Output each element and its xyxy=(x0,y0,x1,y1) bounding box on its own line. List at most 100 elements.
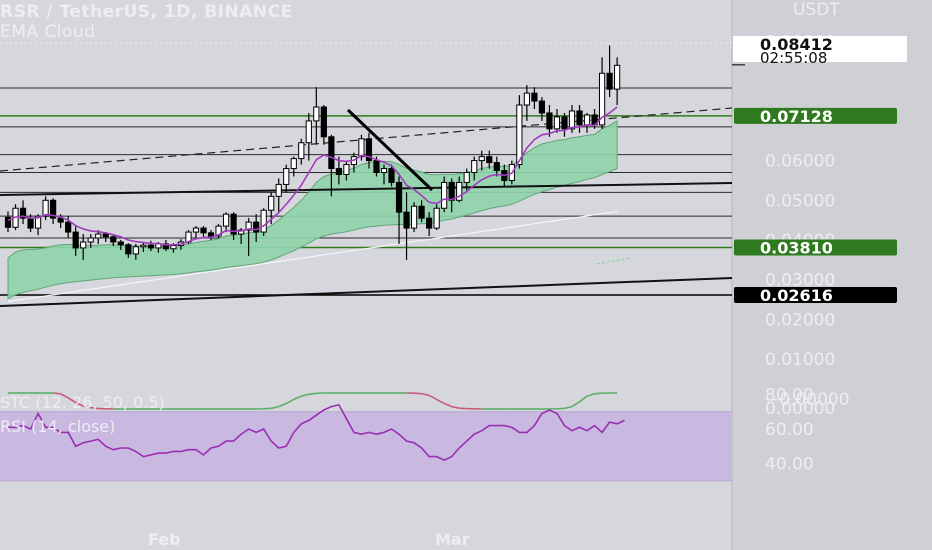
candle-up xyxy=(516,104,523,166)
candle-up xyxy=(343,164,350,175)
chart-header: RSR / TetherUS, 1D, BINANCE EMA Cloud xyxy=(0,2,293,42)
fast-ema-line xyxy=(7,106,618,246)
candle-down xyxy=(162,243,170,250)
stc-segment xyxy=(60,393,69,399)
candle-up xyxy=(170,245,177,250)
candle-down xyxy=(65,221,72,233)
stc-segment xyxy=(301,393,309,397)
stc-segment xyxy=(579,395,588,403)
candle-up xyxy=(268,195,275,211)
candle-down xyxy=(373,160,380,174)
candle-up xyxy=(380,168,388,174)
candle-up xyxy=(441,181,448,209)
candle-down xyxy=(395,181,403,213)
candle-down xyxy=(328,136,335,170)
price-axis-tick: 0.02000 xyxy=(765,310,835,330)
candle-down xyxy=(606,72,613,90)
level-green-upper-label: 0.07128 xyxy=(760,107,833,126)
stc-axis-tick: 0.00000 xyxy=(765,399,835,419)
rsi-label: RSI (14, close) xyxy=(0,417,115,436)
stc-segment xyxy=(443,402,452,408)
candle-down xyxy=(19,207,27,219)
candle-up xyxy=(80,241,87,249)
candle-up xyxy=(358,138,365,158)
price-axis-tick: 0.06000 xyxy=(765,152,835,172)
price-axis-tick: 0.05000 xyxy=(765,191,835,211)
candle-up xyxy=(583,114,591,126)
candle-down xyxy=(365,138,373,162)
candle-up xyxy=(95,233,102,239)
green-dash-mark xyxy=(596,257,631,265)
candle-down xyxy=(493,162,500,172)
stc-segment xyxy=(293,395,302,401)
candle-up xyxy=(192,227,200,233)
currency-label: USDT xyxy=(793,0,840,20)
candle-up xyxy=(410,205,418,229)
candle-down xyxy=(403,211,410,229)
candle-down xyxy=(546,112,553,130)
candle-down xyxy=(426,217,433,229)
candle-down xyxy=(320,106,327,138)
stc-segment xyxy=(421,392,430,397)
candle-up xyxy=(433,207,440,229)
level-black-label: 0.02616 xyxy=(760,286,833,305)
candle-up xyxy=(298,142,305,160)
price-axis-tick: −0.00000 xyxy=(765,390,850,410)
candle-up xyxy=(215,225,222,237)
candle-down xyxy=(125,244,132,255)
candle-down xyxy=(102,233,109,238)
candle-down xyxy=(486,156,493,164)
candle-down xyxy=(50,199,57,219)
rsi-band xyxy=(0,411,732,481)
candle-up xyxy=(471,160,478,174)
candle-down xyxy=(335,168,342,175)
stc-segment xyxy=(285,398,295,405)
stc-segment xyxy=(67,397,77,404)
last-price-bg xyxy=(733,36,907,62)
stc-segment xyxy=(586,393,595,397)
candle-up xyxy=(456,181,463,201)
candle-up xyxy=(463,172,470,183)
stc-segment xyxy=(278,402,287,408)
stc-segment xyxy=(271,405,279,410)
candle-up xyxy=(140,244,147,248)
mid-trendline xyxy=(0,182,733,196)
candle-down xyxy=(253,221,260,233)
candle-up xyxy=(598,72,606,126)
candle-up xyxy=(222,213,230,227)
candle-down xyxy=(418,205,425,219)
stc-segment xyxy=(564,405,573,410)
candle-down xyxy=(72,231,79,249)
stc-segment xyxy=(308,392,317,396)
level-green-upper-label-bg xyxy=(734,107,897,124)
last-price-label: 0.08412 xyxy=(760,35,833,54)
price-axis-tick: 0.01000 xyxy=(765,350,835,370)
candle-down xyxy=(117,241,124,246)
candle-up xyxy=(523,92,530,106)
candle-up xyxy=(260,209,267,233)
candle-down xyxy=(57,217,64,223)
slow-ma-line xyxy=(7,210,618,303)
stc-segment xyxy=(428,394,438,401)
candle-up xyxy=(313,106,320,122)
time-axis-tick: Feb xyxy=(148,530,181,549)
candle-down xyxy=(4,216,12,228)
level-green-lower-label: 0.03810 xyxy=(760,239,833,258)
candle-down xyxy=(110,236,117,243)
candle-down xyxy=(388,168,395,183)
price-axis-bg xyxy=(732,0,932,550)
candle-down xyxy=(576,110,583,126)
price-axis-tick: 0.03000 xyxy=(765,271,835,291)
rsi-axis-tick: 40.00 xyxy=(765,455,814,475)
candle-down xyxy=(531,92,538,102)
stc-segment xyxy=(594,392,603,395)
ema-cloud xyxy=(7,120,618,300)
stc-segment xyxy=(53,392,61,395)
candle-up xyxy=(478,156,485,162)
candle-up xyxy=(34,215,42,229)
candle-up xyxy=(614,64,621,90)
candle-down xyxy=(230,213,237,235)
candle-up xyxy=(290,158,297,170)
